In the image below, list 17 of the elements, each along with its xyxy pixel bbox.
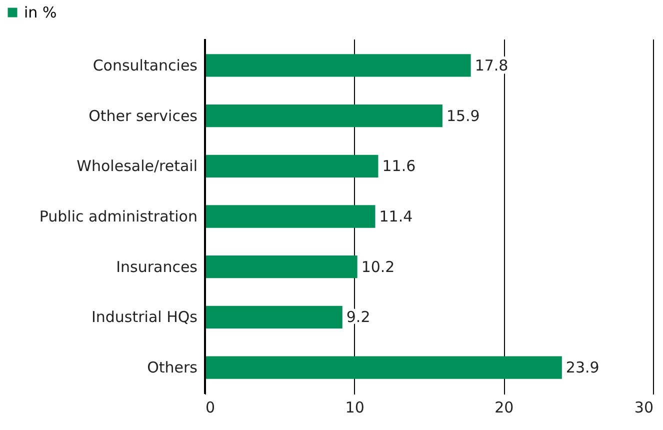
data-label: 23.9 [566,358,600,377]
data-label: 15.9 [446,106,480,125]
x-tick-label: 20 [494,398,514,416]
data-label: 11.4 [379,208,413,226]
x-tick-label: 0 [206,398,216,416]
y-tick-label: Other services [88,106,198,125]
legend-label: in % [24,4,57,22]
x-tick-label: 30 [634,398,654,416]
y-tick-label: Consultancies [92,56,198,74]
y-tick-label: Industrial HQs [91,308,198,326]
y-tick-label: Insurances [116,258,198,276]
data-label: 11.6 [382,157,416,176]
x-tick-label: 10 [345,398,364,416]
y-tick-label: Wholesale/retail [76,157,198,176]
data-label: 10.2 [361,258,395,276]
y-tick-label: Others [147,358,198,377]
y-tick-label: Public administration [39,208,198,226]
